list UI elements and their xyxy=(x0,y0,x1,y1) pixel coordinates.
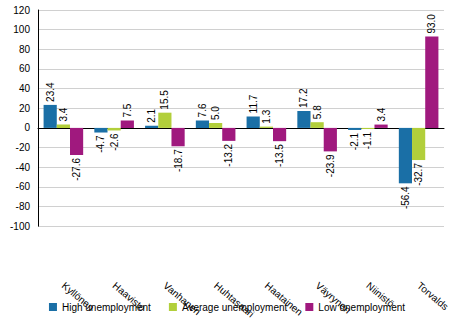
svg-text:120: 120 xyxy=(13,5,30,16)
svg-text:20: 20 xyxy=(19,103,31,114)
svg-text:15.5: 15.5 xyxy=(159,90,170,110)
svg-text:0: 0 xyxy=(24,122,30,133)
svg-text:-40: -40 xyxy=(16,162,31,173)
svg-text:Haavisto: Haavisto xyxy=(110,279,148,314)
svg-text:1.3: 1.3 xyxy=(261,109,272,123)
svg-text:-100: -100 xyxy=(10,221,30,232)
svg-text:17.2: 17.2 xyxy=(298,88,309,108)
svg-text:7.5: 7.5 xyxy=(122,103,133,117)
svg-text:23.4: 23.4 xyxy=(45,82,56,102)
svg-text:11.7: 11.7 xyxy=(248,94,259,113)
svg-text:2.1: 2.1 xyxy=(146,109,157,123)
svg-text:-2.6: -2.6 xyxy=(109,133,120,151)
svg-text:-56.4: -56.4 xyxy=(400,186,411,209)
svg-text:93.0: 93.0 xyxy=(426,14,437,34)
svg-text:-32.7: -32.7 xyxy=(413,163,424,186)
svg-text:-2.1: -2.1 xyxy=(349,133,360,151)
svg-text:Vanhanen: Vanhanen xyxy=(161,279,203,318)
svg-text:High unemployment: High unemployment xyxy=(62,302,151,313)
svg-text:Low unemployment: Low unemployment xyxy=(318,302,405,313)
svg-text:-13.5: -13.5 xyxy=(274,144,285,167)
svg-text:Huhtasaari: Huhtasaari xyxy=(212,280,256,320)
svg-text:100: 100 xyxy=(13,24,30,35)
svg-text:80: 80 xyxy=(19,44,31,55)
svg-text:-23.9: -23.9 xyxy=(325,154,336,177)
svg-text:-20: -20 xyxy=(16,142,31,153)
svg-text:-4.7: -4.7 xyxy=(95,135,106,153)
svg-text:Haatainen: Haatainen xyxy=(262,279,305,318)
svg-text:5.0: 5.0 xyxy=(210,106,221,120)
svg-text:3.4: 3.4 xyxy=(376,107,387,121)
svg-text:Torvalds: Torvalds xyxy=(415,280,451,312)
svg-text:-1.1: -1.1 xyxy=(362,132,373,150)
svg-text:-60: -60 xyxy=(16,181,31,192)
svg-text:7.6: 7.6 xyxy=(197,103,208,117)
svg-text:Niinistö: Niinistö xyxy=(364,279,397,310)
svg-text:-18.7: -18.7 xyxy=(173,149,184,172)
svg-text:-27.6: -27.6 xyxy=(71,158,82,181)
svg-text:Kyllönen: Kyllönen xyxy=(59,279,97,313)
svg-text:5.8: 5.8 xyxy=(312,105,323,119)
svg-text:40: 40 xyxy=(19,83,31,94)
svg-text:Average unemployment: Average unemployment xyxy=(182,302,288,313)
svg-text:-13.2: -13.2 xyxy=(223,143,234,166)
svg-text:3.4: 3.4 xyxy=(58,107,69,121)
svg-text:Väyrynen: Väyrynen xyxy=(313,279,353,316)
svg-text:60: 60 xyxy=(19,63,31,74)
svg-text:-80: -80 xyxy=(16,201,31,212)
